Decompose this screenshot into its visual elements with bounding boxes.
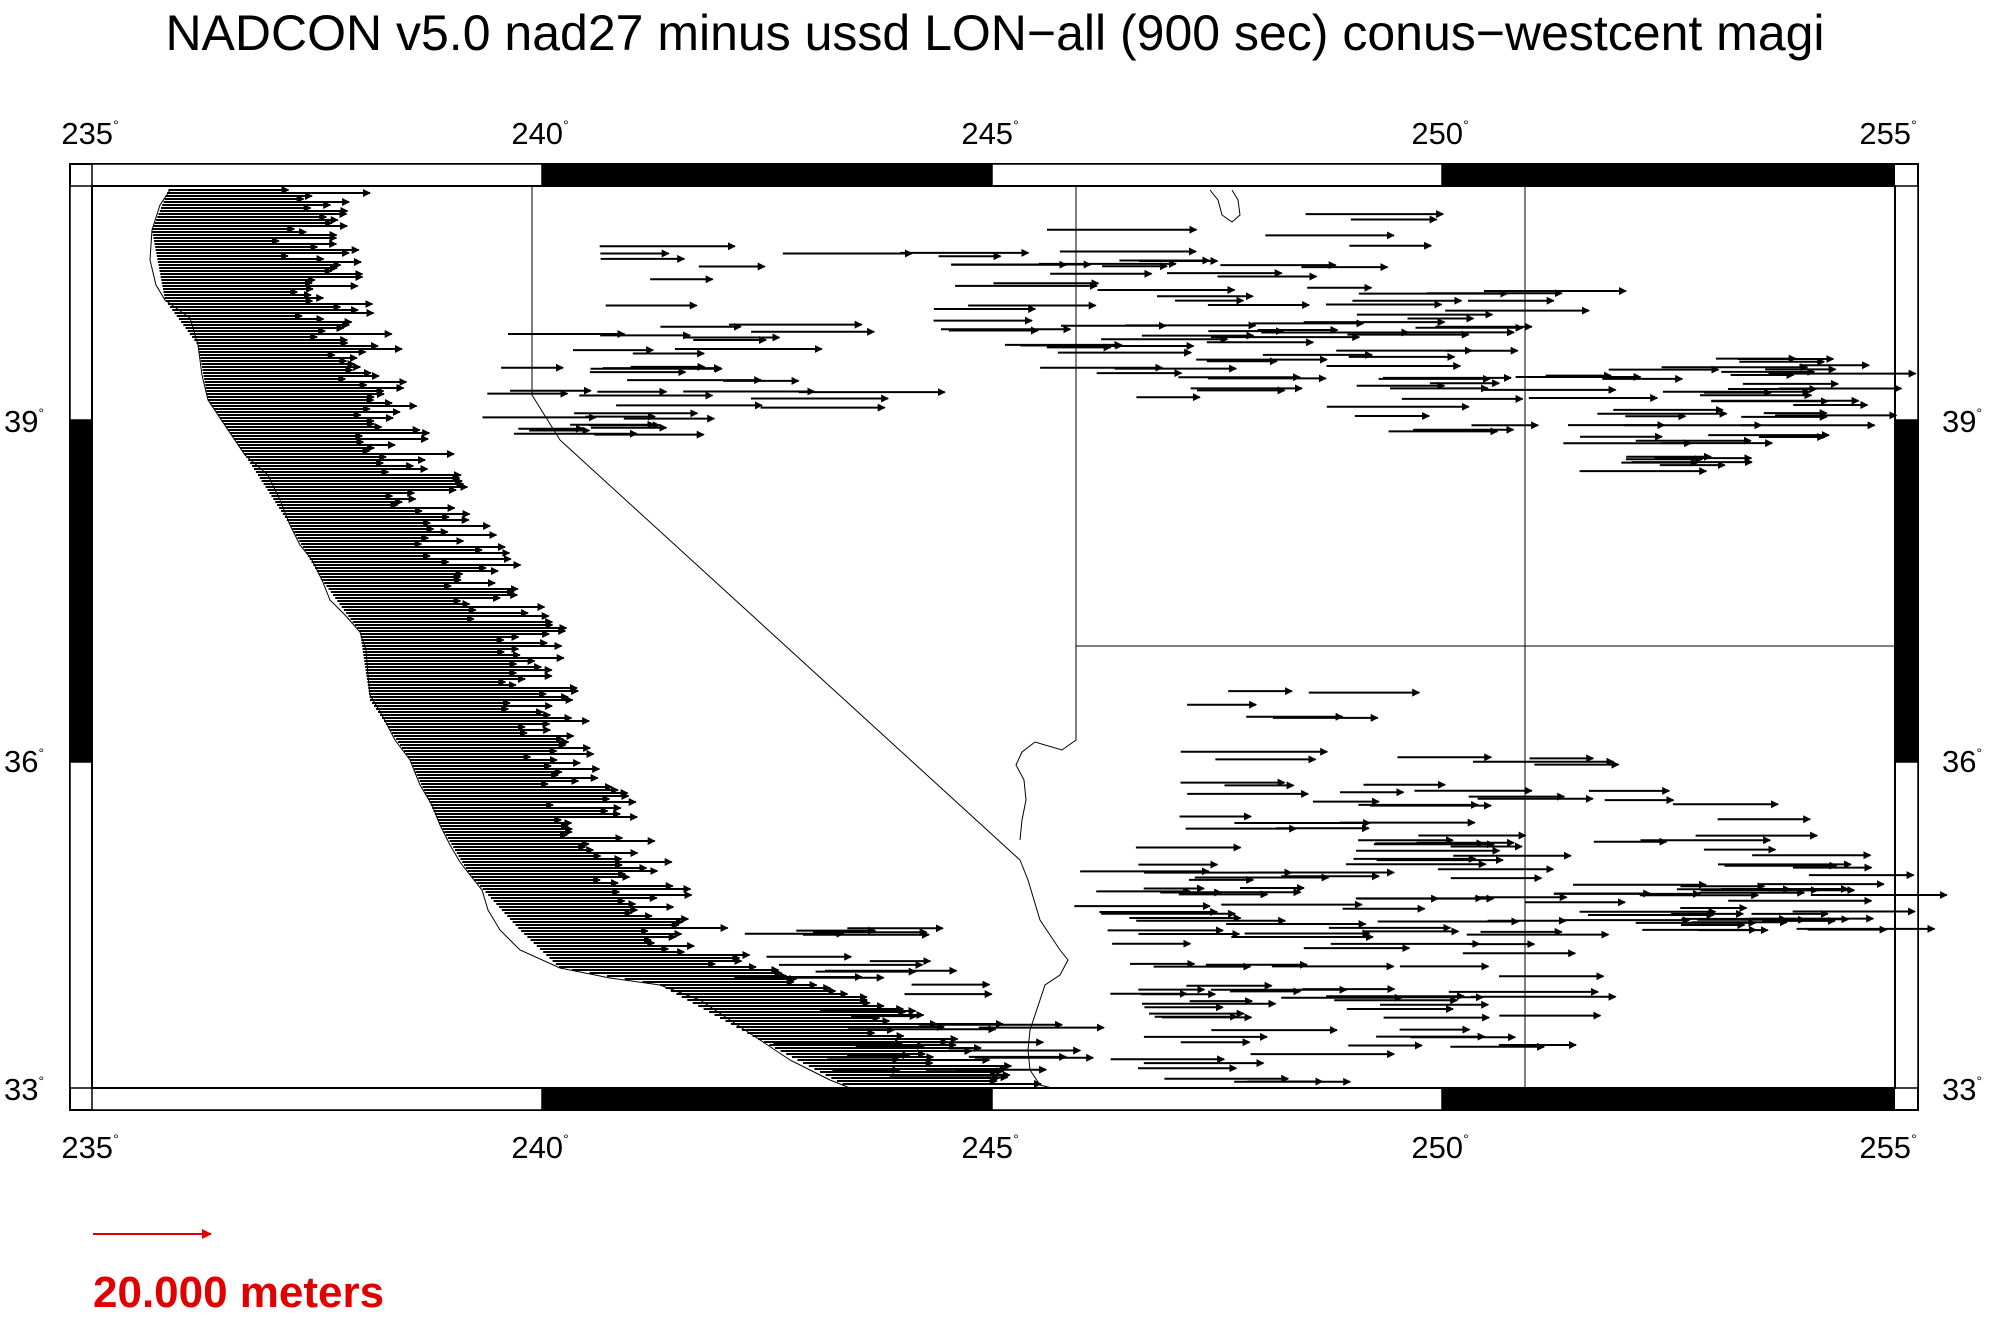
tick-labels: 235° 240° 245° 250° 255° 235° 240° 245° … <box>4 116 1982 1165</box>
lat-tick-left-36: 36° <box>4 744 44 779</box>
legend-scale-arrow <box>93 1229 212 1239</box>
lat-tick-right-33: 33° <box>1942 1072 1982 1107</box>
legend-scale-label: 20.000 meters <box>93 1268 385 1317</box>
ca-nv-border-diagonal <box>559 439 1021 861</box>
nv-az-border <box>1015 186 1077 841</box>
lat-tick-right-39: 39° <box>1942 404 1982 439</box>
lon-tick-top-235: 235° <box>61 116 118 151</box>
lon-tick-top-250: 250° <box>1411 116 1468 151</box>
lon-tick-top-245: 245° <box>961 116 1018 151</box>
lat-tick-left-33: 33° <box>4 1072 44 1107</box>
map-frame <box>69 163 1919 1111</box>
displacement-vectors <box>152 186 1948 1088</box>
lat-tick-left-39: 39° <box>4 404 44 439</box>
lon-tick-bottom-240: 240° <box>511 1130 568 1165</box>
great-salt-lake <box>1209 189 1241 223</box>
lat-tick-right-36: 36° <box>1942 744 1982 779</box>
lon-tick-bottom-250: 250° <box>1411 1130 1468 1165</box>
colorado-river-border <box>1019 859 1069 1089</box>
lon-tick-bottom-235: 235° <box>61 1130 118 1165</box>
lon-tick-bottom-255: 255° <box>1859 1130 1916 1165</box>
ca-nv-border-north <box>531 186 561 441</box>
map-title: NADCON v5.0 nad27 minus ussd LON−all (90… <box>165 5 1825 61</box>
lon-tick-top-240: 240° <box>511 116 568 151</box>
lon-tick-bottom-245: 245° <box>961 1130 1018 1165</box>
lon-tick-top-255: 255° <box>1859 116 1916 151</box>
